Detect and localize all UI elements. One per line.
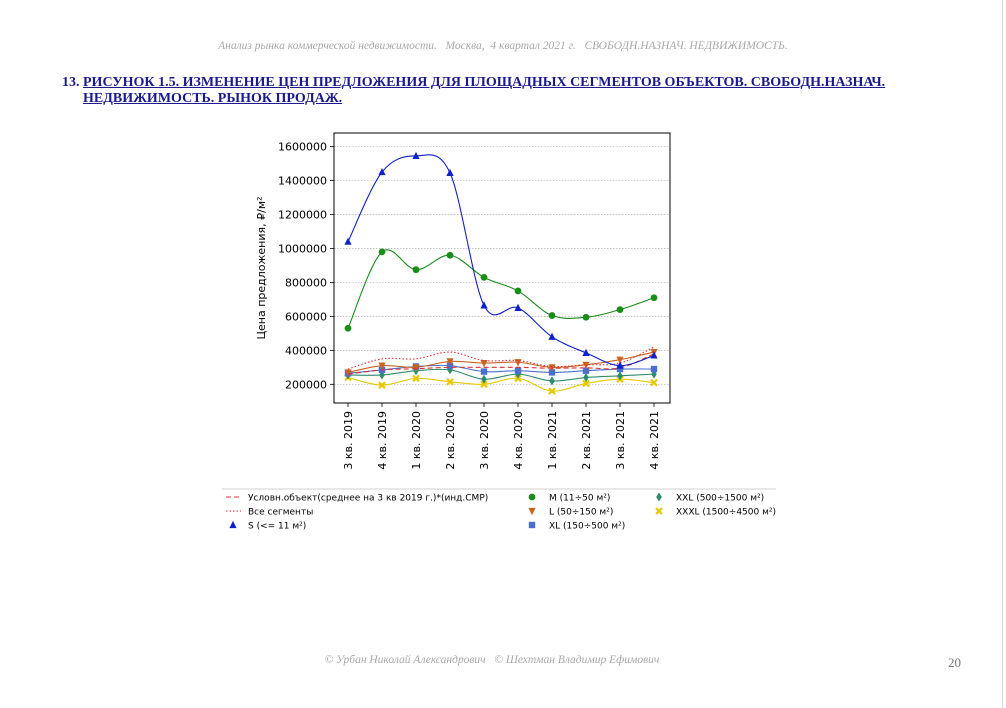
data-point — [344, 237, 352, 245]
legend-swatch — [528, 521, 536, 529]
data-point — [480, 380, 488, 389]
legend-swatch — [656, 492, 662, 502]
data-point — [446, 358, 454, 366]
data-point — [480, 273, 488, 281]
data-point — [378, 362, 386, 370]
data-point — [412, 374, 420, 383]
data-point — [412, 364, 420, 372]
series-line — [347, 154, 655, 367]
y-tick-label: 800000 — [285, 276, 327, 289]
legend-swatch — [528, 507, 536, 516]
series-line — [347, 364, 655, 374]
data-point — [582, 313, 590, 321]
page-border — [1002, 0, 1003, 708]
data-point — [514, 287, 522, 295]
data-point — [548, 387, 556, 395]
data-point — [616, 356, 624, 364]
data-point — [650, 294, 658, 302]
figure-title-text: РИСУНОК 1.5. ИЗМЕНЕНИЕ ЦЕН ПРЕДЛОЖЕНИЯ Д… — [83, 75, 886, 106]
data-point — [650, 365, 658, 373]
data-point — [481, 374, 487, 384]
x-tick-label: 1 кв. 2020 — [410, 411, 423, 470]
plot-area — [334, 133, 670, 403]
x-tick-label: 3 кв. 2019 — [342, 411, 355, 470]
plot-frame — [333, 132, 671, 404]
data-point — [548, 369, 556, 376]
legend-label: Условн.объект(среднее на 3 кв 2019 г.)*(… — [248, 494, 488, 504]
x-tick-label: 3 кв. 2020 — [478, 411, 491, 470]
x-tick-label: 4 кв. 2020 — [512, 411, 525, 470]
data-point — [514, 303, 522, 312]
data-point — [378, 381, 386, 389]
data-point — [480, 368, 488, 375]
data-point — [446, 377, 454, 386]
data-point — [412, 266, 420, 274]
y-tick-label: 1400000 — [278, 175, 327, 188]
data-point — [616, 365, 624, 373]
x-tick-label: 2 кв. 2020 — [444, 411, 457, 470]
x-tick-label: 4 кв. 2021 — [648, 411, 661, 470]
y-tick-label: 200000 — [285, 378, 327, 391]
legend-label: XXL (500÷1500 м²) — [676, 494, 764, 504]
data-point — [378, 167, 386, 176]
page-footer: © Урбан Николай Александрович © Шехтман … — [324, 654, 660, 666]
data-point — [480, 301, 488, 309]
data-point — [548, 332, 556, 340]
legend-label: S (<= 11 м²) — [248, 522, 306, 532]
data-point — [650, 351, 658, 359]
data-point — [548, 312, 556, 319]
data-point — [344, 324, 352, 332]
data-point — [582, 367, 590, 374]
data-point — [616, 361, 624, 369]
page-number: 20 — [948, 655, 961, 670]
data-point — [582, 379, 590, 388]
legend-label: Все сегменты — [248, 508, 313, 518]
x-tick-label: 1 кв. 2021 — [546, 411, 559, 470]
data-point — [446, 251, 454, 259]
data-point — [515, 369, 521, 379]
series-line — [347, 376, 655, 392]
y-tick-label: 1200000 — [278, 209, 327, 222]
data-point — [480, 359, 488, 368]
y-tick-label: 400000 — [285, 344, 327, 357]
series-line — [347, 351, 655, 373]
data-point — [583, 373, 589, 383]
data-point — [344, 369, 352, 377]
data-point — [514, 367, 522, 374]
series-line — [347, 249, 655, 329]
legend-swatch — [655, 507, 663, 515]
data-point — [582, 348, 590, 357]
x-tick-label: 4 кв. 2019 — [376, 411, 389, 470]
series-line — [347, 368, 655, 382]
y-tick-label: 1000000 — [278, 242, 327, 255]
data-point — [446, 168, 454, 177]
data-point — [651, 369, 657, 379]
y-axis-label: Цена предложения, ₽/м² — [255, 196, 268, 339]
data-point — [616, 306, 624, 314]
data-point — [446, 362, 454, 369]
legend-swatch — [528, 493, 536, 501]
figure-number: 13. — [62, 75, 80, 90]
data-point — [412, 151, 420, 160]
legend-label: M (11÷50 м²) — [549, 494, 610, 504]
legend-label: XL (150÷500 м²) — [549, 522, 625, 532]
legend-swatch — [229, 520, 237, 529]
legend-label: XXXL (1500÷4500 м²) — [676, 508, 776, 518]
series-line — [347, 346, 655, 370]
x-tick-label: 3 кв. 2021 — [614, 411, 627, 470]
data-point — [650, 378, 658, 387]
page-header: Анализ рынка коммерческой недвижимости. … — [218, 40, 788, 52]
y-tick-label: 1600000 — [278, 141, 327, 154]
data-point — [549, 376, 555, 386]
legend-label: L (50÷150 м²) — [549, 508, 613, 518]
data-point — [378, 248, 386, 256]
x-tick-label: 2 кв. 2021 — [580, 411, 593, 470]
y-tick-label: 600000 — [285, 310, 327, 323]
data-point — [617, 371, 623, 381]
series-line — [347, 353, 655, 375]
